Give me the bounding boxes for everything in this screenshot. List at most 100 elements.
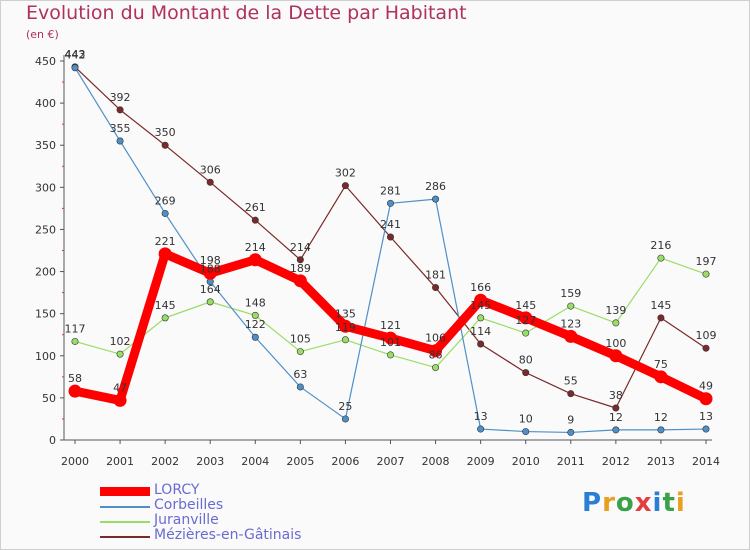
data-point — [161, 314, 169, 322]
data-label: 13 — [699, 410, 713, 423]
data-point — [522, 428, 530, 436]
data-point — [699, 392, 713, 406]
data-point — [161, 141, 169, 149]
logo-letter: x — [634, 488, 653, 518]
x-tick-label: 2012 — [602, 455, 630, 468]
logo-letter: i — [652, 488, 663, 518]
data-label: 105 — [290, 333, 311, 346]
legend-label: Juranville — [154, 512, 219, 528]
unit-label: (en €) — [26, 28, 59, 41]
data-label: 101 — [380, 336, 401, 349]
data-label: 9 — [567, 413, 574, 426]
legend-swatch — [100, 506, 150, 508]
data-point — [567, 428, 575, 436]
data-point — [654, 370, 668, 384]
data-point — [296, 256, 304, 264]
y-tick-label: 0 — [49, 434, 56, 447]
data-label: 100 — [605, 337, 626, 350]
data-label: 166 — [470, 281, 491, 294]
data-point — [158, 247, 172, 261]
data-label: 269 — [155, 194, 176, 207]
data-label: 214 — [290, 241, 311, 254]
data-label: 306 — [200, 163, 221, 176]
data-point — [384, 331, 397, 345]
data-label: 181 — [425, 269, 446, 282]
data-point — [116, 106, 124, 114]
data-label: 148 — [245, 296, 266, 309]
data-label: 139 — [605, 304, 626, 317]
data-point — [248, 253, 262, 267]
y-tick-label: 400 — [35, 97, 56, 110]
y-tick-label: 450 — [35, 55, 56, 68]
x-tick-label: 2010 — [512, 455, 540, 468]
data-label: 355 — [110, 122, 131, 135]
data-point — [609, 349, 623, 363]
data-label: 350 — [155, 126, 176, 139]
data-point — [113, 393, 127, 407]
data-point — [71, 337, 79, 345]
y-tick-label: 350 — [35, 139, 56, 152]
data-label: 145 — [470, 299, 491, 312]
logo-letter: t — [662, 488, 676, 518]
x-tick-label: 2000 — [61, 455, 89, 468]
data-point — [612, 319, 620, 327]
data-point — [432, 364, 440, 372]
data-label: 443 — [65, 48, 86, 61]
data-point — [567, 390, 575, 398]
data-point — [71, 64, 79, 72]
data-label: 121 — [380, 319, 401, 332]
data-label: 63 — [293, 368, 307, 381]
data-label: 55 — [564, 375, 578, 388]
data-label: 86 — [429, 349, 443, 362]
data-point — [657, 314, 665, 322]
data-point — [429, 344, 443, 358]
data-point — [564, 329, 578, 343]
y-tick-label: 250 — [35, 223, 56, 236]
data-label: 214 — [245, 241, 266, 254]
legend-label: LORCY — [154, 482, 200, 498]
data-label: 122 — [245, 318, 266, 331]
data-label: 109 — [696, 329, 717, 342]
data-label: 145 — [515, 299, 536, 312]
data-label: 442 — [65, 49, 86, 62]
logo-letter: i — [675, 488, 686, 518]
x-tick-label: 2011 — [557, 455, 585, 468]
data-label: 106 — [425, 332, 446, 345]
data-label: 145 — [650, 299, 671, 312]
y-tick-label: 50 — [42, 392, 56, 405]
legend-label: Mézières-en-Gâtinais — [154, 527, 302, 543]
data-label: 221 — [155, 235, 176, 248]
data-label: 198 — [200, 254, 221, 267]
x-tick-label: 2013 — [647, 455, 675, 468]
logo-letter: o — [615, 488, 635, 518]
data-label: 10 — [519, 413, 533, 426]
data-point — [477, 425, 485, 433]
data-label: 80 — [519, 354, 533, 367]
x-tick-label: 2009 — [467, 455, 495, 468]
data-label: 25 — [338, 400, 352, 413]
data-label: 159 — [560, 287, 581, 300]
data-point — [251, 216, 259, 224]
x-tick-label: 2005 — [286, 455, 314, 468]
legend-swatch — [100, 487, 150, 496]
data-point — [341, 336, 349, 344]
data-label: 302 — [335, 167, 356, 180]
data-point — [522, 329, 530, 337]
data-point — [519, 311, 533, 325]
data-label: 49 — [699, 380, 713, 393]
data-label: 13 — [474, 410, 488, 423]
chart-title: Evolution du Montant de la Dette par Hab… — [26, 2, 467, 24]
data-point — [341, 182, 349, 190]
data-point — [251, 333, 259, 341]
data-label: 392 — [110, 91, 131, 104]
data-label: 58 — [68, 372, 82, 385]
y-tick-label: 150 — [35, 308, 56, 321]
data-label: 117 — [65, 322, 86, 335]
data-point — [657, 254, 665, 262]
data-label: 47 — [113, 381, 127, 394]
y-tick-label: 200 — [35, 266, 56, 279]
data-point — [657, 426, 665, 434]
data-point — [477, 340, 485, 348]
data-label: 135 — [335, 307, 356, 320]
data-label: 38 — [609, 389, 623, 402]
